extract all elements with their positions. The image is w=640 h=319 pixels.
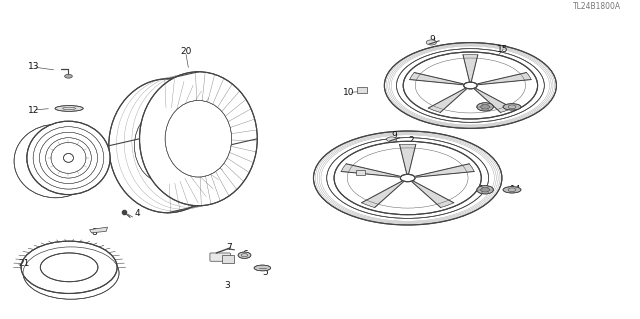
Text: 13: 13 bbox=[28, 63, 39, 71]
Polygon shape bbox=[463, 55, 478, 81]
Text: 20: 20 bbox=[180, 47, 191, 56]
Polygon shape bbox=[399, 144, 416, 174]
Ellipse shape bbox=[481, 105, 490, 109]
Ellipse shape bbox=[477, 186, 493, 194]
Text: 7: 7 bbox=[227, 243, 232, 252]
Ellipse shape bbox=[21, 241, 117, 293]
Ellipse shape bbox=[314, 131, 502, 225]
Polygon shape bbox=[478, 72, 531, 85]
Polygon shape bbox=[412, 181, 454, 207]
Bar bbox=[357, 87, 367, 93]
Ellipse shape bbox=[51, 143, 86, 173]
Bar bbox=[356, 170, 365, 175]
Ellipse shape bbox=[37, 145, 74, 178]
Ellipse shape bbox=[109, 79, 227, 213]
Circle shape bbox=[65, 74, 72, 78]
Ellipse shape bbox=[238, 252, 251, 258]
Ellipse shape bbox=[503, 187, 521, 193]
Bar bbox=[222, 255, 234, 263]
Text: 5: 5 bbox=[263, 268, 268, 277]
Polygon shape bbox=[341, 164, 399, 177]
Ellipse shape bbox=[477, 103, 493, 111]
Ellipse shape bbox=[134, 108, 201, 184]
Text: 9: 9 bbox=[392, 131, 397, 140]
Ellipse shape bbox=[14, 124, 97, 198]
Ellipse shape bbox=[40, 132, 97, 184]
Ellipse shape bbox=[254, 265, 271, 271]
Polygon shape bbox=[362, 181, 403, 207]
Text: 8: 8 bbox=[92, 228, 97, 237]
Polygon shape bbox=[410, 72, 463, 85]
Text: 3: 3 bbox=[225, 281, 230, 290]
Ellipse shape bbox=[55, 106, 83, 111]
Ellipse shape bbox=[463, 82, 477, 89]
Ellipse shape bbox=[385, 43, 556, 128]
Text: 4: 4 bbox=[135, 209, 140, 218]
Circle shape bbox=[426, 40, 436, 45]
Polygon shape bbox=[416, 164, 474, 177]
Ellipse shape bbox=[140, 72, 257, 206]
Ellipse shape bbox=[481, 188, 490, 192]
Text: 12: 12 bbox=[28, 106, 39, 115]
Text: 11: 11 bbox=[479, 101, 490, 110]
Circle shape bbox=[387, 137, 397, 142]
Text: 15: 15 bbox=[497, 45, 508, 54]
Text: 10: 10 bbox=[343, 88, 355, 97]
Text: 2: 2 bbox=[409, 136, 414, 145]
Ellipse shape bbox=[27, 121, 110, 195]
Ellipse shape bbox=[40, 253, 98, 282]
Text: 10: 10 bbox=[337, 169, 348, 178]
Polygon shape bbox=[474, 88, 513, 112]
Text: 14: 14 bbox=[509, 185, 521, 194]
Ellipse shape bbox=[334, 141, 481, 215]
Text: 11: 11 bbox=[479, 185, 490, 194]
Ellipse shape bbox=[503, 104, 521, 110]
Ellipse shape bbox=[45, 138, 92, 178]
Ellipse shape bbox=[397, 49, 544, 122]
Text: 6: 6 bbox=[243, 250, 248, 259]
Ellipse shape bbox=[33, 127, 104, 189]
Ellipse shape bbox=[23, 247, 119, 299]
Text: TL24B1800A: TL24B1800A bbox=[573, 2, 621, 11]
FancyBboxPatch shape bbox=[210, 253, 230, 261]
Text: 14: 14 bbox=[509, 101, 521, 110]
Ellipse shape bbox=[401, 174, 415, 182]
Text: 9: 9 bbox=[430, 35, 435, 44]
Ellipse shape bbox=[63, 153, 74, 162]
Ellipse shape bbox=[327, 138, 489, 219]
Polygon shape bbox=[90, 227, 108, 233]
Ellipse shape bbox=[403, 52, 538, 119]
Text: 21: 21 bbox=[19, 259, 30, 268]
Ellipse shape bbox=[165, 100, 232, 177]
Polygon shape bbox=[428, 88, 467, 112]
Text: 1: 1 bbox=[26, 155, 31, 164]
